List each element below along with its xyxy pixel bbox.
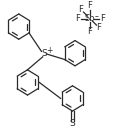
- Text: Sb: Sb: [85, 14, 95, 23]
- Text: S: S: [70, 119, 75, 128]
- Text: +: +: [46, 46, 52, 55]
- Text: F: F: [88, 1, 92, 11]
- Text: F: F: [96, 23, 101, 32]
- Text: –: –: [95, 12, 99, 21]
- Text: S: S: [41, 49, 47, 58]
- Text: F: F: [100, 14, 105, 23]
- Text: F: F: [75, 14, 80, 23]
- Text: F: F: [88, 27, 92, 36]
- Text: F: F: [79, 5, 84, 14]
